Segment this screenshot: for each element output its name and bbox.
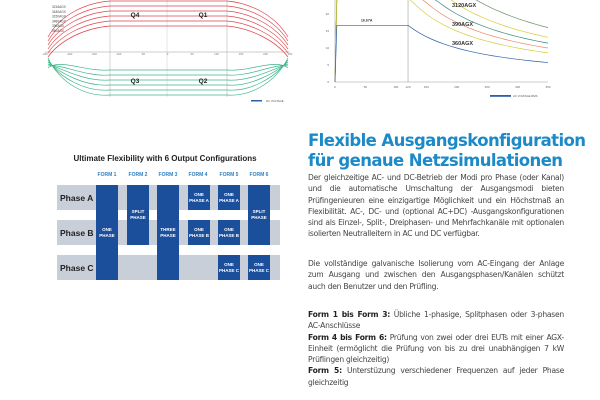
quadrant-label: Q3 (131, 78, 140, 85)
charts: -250 -200 -150 -100 -50 0 50 100 150 200 2503216AG… (42, 0, 551, 103)
dc-positive-curve (47, 25, 289, 58)
dc-positive-curve (47, 5, 289, 42)
quadrant-label: Q2 (199, 78, 208, 85)
dc-positive-curve (47, 10, 289, 46)
form-1-one-phase: ONE PHASE (96, 185, 118, 280)
ac-x-tick: 120 (406, 85, 411, 89)
form-5-phase-c: ONE PHASE C (218, 255, 240, 280)
form-3-header: FORM 3 (158, 172, 178, 178)
dc-series-label: 3216AGX (52, 5, 67, 9)
dc-x-tick: 0 (167, 52, 169, 56)
ac-series-curve (334, 0, 549, 83)
form-6-phase-c: ONE PHASE C (248, 255, 270, 280)
form-3-three-phase: THREE PHASE (157, 185, 179, 280)
dc-negative-curve (47, 64, 289, 71)
ac-x-tick: 150 (424, 85, 429, 89)
dc-positive-curve (47, 20, 289, 54)
dc-x-tick: 50 (190, 52, 194, 56)
form-4-phase-b: ONE PHASE B (188, 220, 210, 245)
ac-curve (334, 0, 549, 83)
dc-x-tick: -100 (116, 52, 122, 56)
ac-x-tick: 200 (454, 85, 459, 89)
dc-x-tick: 150 (239, 52, 244, 56)
dc-series-label: 3150AGX (52, 15, 67, 19)
ac-x-tick: 300 (515, 85, 520, 89)
ac-y-tick: 10 (326, 46, 330, 50)
dc-x-tick: -50 (141, 52, 145, 56)
article-heading: Flexible Ausgangskonfiguration für genau… (308, 131, 586, 170)
ac-y-tick: 5 (327, 63, 329, 67)
ac-series-label: 360AGX (452, 41, 473, 47)
ac-series-curve (334, 24, 549, 83)
dc-negative-curve (47, 59, 289, 91)
ac-series-label: 3120AGX (452, 3, 476, 9)
dc-negative-curve (47, 61, 289, 86)
quadrant-label: Q4 (131, 12, 140, 19)
dc-series-label: 390AGX (52, 24, 65, 28)
ac-x-tick: 50 (364, 85, 368, 89)
ac-legend-swatch (490, 95, 511, 97)
dc-legend-swatch (251, 100, 262, 102)
ac-annotation: 16.67A (361, 18, 373, 22)
ac-x-tick: 250 (485, 85, 490, 89)
phase-c-label: Phase C (60, 263, 94, 273)
dc-negative-curve (47, 63, 289, 81)
dc-x-tick: -250 (42, 52, 48, 56)
ac-y-tick: 15 (326, 29, 330, 33)
dc-x-tick: 200 (263, 52, 268, 56)
form-5-phase-b: ONE PHASE B (218, 220, 240, 245)
form-5-header: FORM 5 (219, 172, 239, 178)
form-2-split-phase: SPLIT PHASE (127, 185, 149, 245)
form-6-split-phase: SPLIT PHASE (248, 185, 270, 245)
dc-positive-curve (47, 15, 289, 50)
form-list-item: Form 4 bis Form 6: Prüfung von zwei oder… (308, 332, 564, 365)
ac-x-tick: 350 (545, 85, 550, 89)
dc-legend-label: DC VOLTAGE (266, 99, 284, 103)
phase-b-label: Phase B (60, 228, 94, 238)
form-4-header: FORM 4 (188, 172, 208, 178)
form-list: Form 1 bis Form 3: Übliche 1-phasige, Sp… (308, 309, 564, 388)
article-paragraph-1: Der gleichzeitige AC- und DC-Betrieb der… (308, 173, 564, 239)
ac-x-tick: 100 (393, 85, 398, 89)
form-list-item: Form 1 bis Form 3: Übliche 1-phasige, Sp… (308, 310, 564, 331)
dc-positive-curve (47, 0, 289, 38)
ac-y-tick: 20 (326, 12, 330, 16)
dc-negative-curve (47, 57, 289, 96)
ac-curve (334, 0, 549, 83)
diagram-title: Ultimate Flexibility with 6 Output Confi… (73, 154, 257, 163)
dc-series-label: 360AGX (52, 29, 65, 33)
ac-y-tick: 0 (327, 80, 329, 84)
ac-x-tick: 0 (334, 85, 336, 89)
ac-series-curve (334, 0, 549, 83)
form-6-header: FORM 6 (249, 172, 269, 178)
form-1-header: FORM 1 (97, 172, 117, 178)
form-list-item: Form 5: Unterstüzung verschiedener Frequ… (308, 366, 564, 387)
ac-curve (334, 0, 549, 83)
phase-a-label: Phase A (60, 193, 94, 203)
article-paragraph-2: Die vollständige galvanische Isolierung … (308, 259, 564, 291)
form-2-header: FORM 2 (128, 172, 148, 178)
quadrant-label: Q1 (199, 12, 208, 19)
dc-x-tick: -150 (91, 52, 97, 56)
dc-x-tick: 100 (214, 52, 219, 56)
ac-legend-label: AC VOLTAGE RMS (513, 94, 538, 98)
dc-series-label: 3480AGX (52, 19, 67, 23)
form-5-phase-a: ONE PHASE A (218, 185, 240, 210)
ac-series-label: 390AGX (452, 22, 473, 28)
dc-x-tick: 250 (288, 52, 293, 56)
form-4-phase-a: ONE PHASE A (188, 185, 210, 210)
dc-series-label: 3180AGX (52, 10, 67, 14)
dc-negative-curve (47, 65, 289, 76)
dc-x-tick: -200 (67, 52, 73, 56)
